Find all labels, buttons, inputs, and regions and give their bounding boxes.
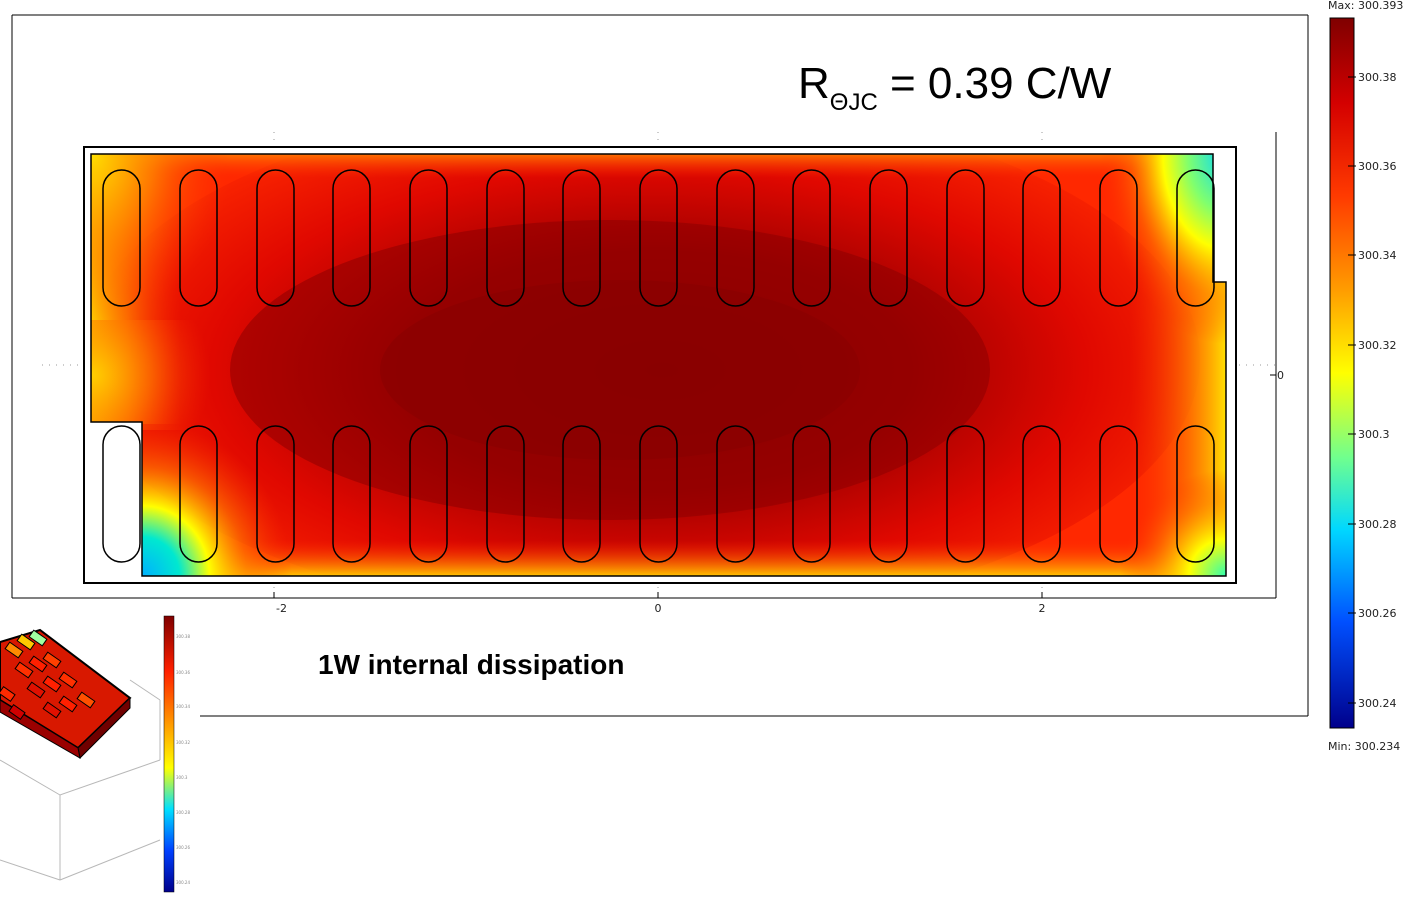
slot xyxy=(946,425,985,563)
slot-empty xyxy=(102,425,141,563)
formula-base: R xyxy=(798,59,830,108)
inset-3d-view: 300.38 300.36 300.34 300.32 300.3 300.28… xyxy=(0,600,200,902)
slot xyxy=(409,425,448,563)
slot xyxy=(639,169,678,307)
x-tick-label: 0 xyxy=(655,602,662,615)
die-region-outline xyxy=(90,153,1227,577)
plot-frame xyxy=(11,14,1309,717)
slot xyxy=(562,169,601,307)
colorbar-tick-label: 300.28 xyxy=(1358,518,1397,531)
slot xyxy=(1022,425,1061,563)
colorbar-min-label: Min: 300.234 xyxy=(1328,740,1400,753)
slot xyxy=(256,425,295,563)
colorbar-tick-label: 300.38 xyxy=(1358,71,1397,84)
x-tick-label: 2 xyxy=(1039,602,1046,615)
slot xyxy=(792,169,831,307)
inset-colorbar-tick: 300.24 xyxy=(176,880,190,885)
slot xyxy=(1099,425,1138,563)
inset-colorbar-tick: 300.28 xyxy=(176,810,190,815)
slot-row-bottom xyxy=(102,425,1215,563)
slot xyxy=(256,169,295,307)
slot xyxy=(946,169,985,307)
slot xyxy=(332,169,371,307)
colorbar-tick-label: 300.36 xyxy=(1358,160,1397,173)
inset-colorbar-tick: 300.32 xyxy=(176,740,190,745)
colorbar-max-label: Max: 300.393 xyxy=(1328,0,1403,12)
colorbar-tick-label: 300.24 xyxy=(1358,697,1397,710)
slot xyxy=(409,169,448,307)
slot xyxy=(102,169,141,307)
slot xyxy=(1099,169,1138,307)
slot xyxy=(639,425,678,563)
caption: 1W internal dissipation xyxy=(318,649,624,680)
slot-row-top xyxy=(102,169,1215,307)
slot xyxy=(792,425,831,563)
inset-colorbar-tick: 300.26 xyxy=(176,845,190,850)
slot xyxy=(869,425,908,563)
slot xyxy=(179,169,218,307)
inset-colorbar-tick: 300.36 xyxy=(176,670,190,675)
slot xyxy=(1022,169,1061,307)
formula-rest: = 0.39 C/W xyxy=(878,59,1112,108)
x-tick-label: -2 xyxy=(276,602,287,615)
slot xyxy=(332,425,371,563)
colorbar-tick-label: 300.34 xyxy=(1358,249,1397,262)
y-tick-label: 0 xyxy=(1277,369,1284,382)
thermal-resistance-formula: RΘJC = 0.39 C/W xyxy=(798,59,1112,116)
slot xyxy=(562,425,601,563)
slot xyxy=(486,425,525,563)
colorbar-tick-label: 300.32 xyxy=(1358,339,1397,352)
slot xyxy=(1176,169,1215,307)
colorbar-tick-label: 300.26 xyxy=(1358,607,1397,620)
slot xyxy=(716,169,755,307)
slot xyxy=(716,425,755,563)
formula-subscript: ΘJC xyxy=(830,89,878,116)
colorbar-tick-label: 300.3 xyxy=(1358,428,1390,441)
colorbar: Max: 300.393 300.38 300.36 300.34 300.32… xyxy=(1328,0,1403,753)
slot xyxy=(869,169,908,307)
inset-colorbar-tick: 300.38 xyxy=(176,634,190,639)
slot xyxy=(179,425,218,563)
colorbar-gradient xyxy=(1329,17,1355,729)
slot xyxy=(1176,425,1215,563)
inset-colorbar-tick: 300.34 xyxy=(176,704,190,709)
inset-colorbar xyxy=(163,615,175,893)
inset-colorbar-tick: 300.3 xyxy=(176,775,188,780)
temperature-field xyxy=(91,154,1226,576)
slot xyxy=(486,169,525,307)
